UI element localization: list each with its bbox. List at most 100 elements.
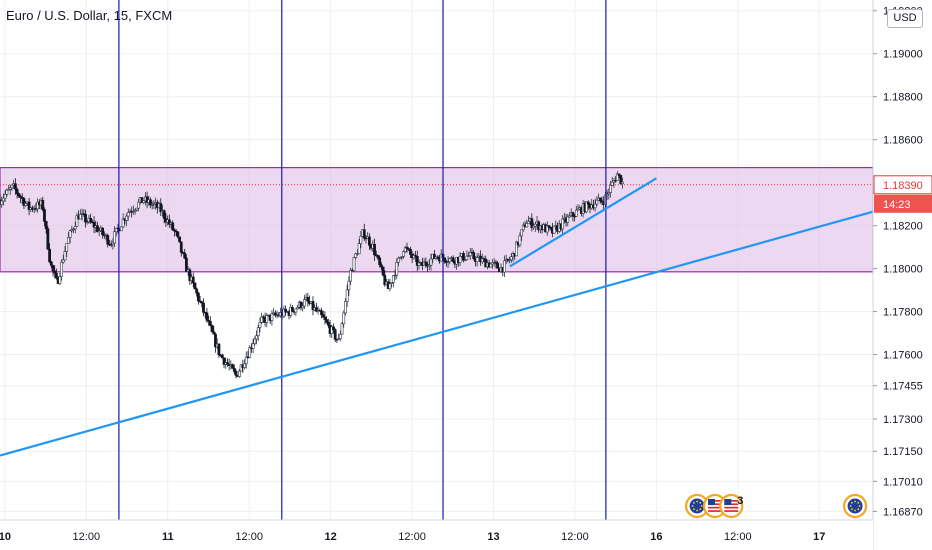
candle <box>391 274 395 288</box>
price-tick-label: 1.18600 <box>883 135 923 147</box>
candle-body <box>337 338 341 340</box>
event-marker-eu-flag[interactable] <box>842 493 868 519</box>
candle-body <box>509 256 513 261</box>
candle-body <box>36 201 40 210</box>
candle <box>480 253 484 265</box>
candle-body <box>432 253 436 259</box>
candle-body <box>405 246 409 249</box>
candle-body <box>390 282 394 284</box>
candle <box>465 250 469 261</box>
candle <box>619 175 623 185</box>
candle-body <box>359 236 363 244</box>
candle <box>323 311 327 325</box>
candle <box>73 221 77 234</box>
candle-body <box>397 257 400 263</box>
candle-body <box>347 280 351 291</box>
event-marker-us-flag[interactable]: 3 <box>719 493 743 519</box>
price-tick-label: 1.16870 <box>883 506 923 518</box>
event-marker-eu-flag[interactable] <box>684 493 710 519</box>
candle-body <box>273 312 277 316</box>
candle-body <box>617 173 621 176</box>
candle <box>403 245 407 254</box>
candle <box>508 256 512 264</box>
candle <box>299 300 303 311</box>
candle-body <box>400 256 404 258</box>
candle <box>162 209 166 224</box>
candle <box>545 221 549 236</box>
candle <box>17 192 21 198</box>
candle <box>61 254 65 264</box>
candle-body <box>320 310 323 316</box>
candle-body <box>53 270 57 274</box>
candle-body <box>120 226 123 232</box>
us-canton <box>708 499 716 505</box>
candle <box>258 317 262 333</box>
candle-body <box>17 193 21 197</box>
candle <box>113 226 116 248</box>
candle-body <box>354 253 358 258</box>
candle <box>46 226 50 251</box>
candle-body <box>61 259 65 263</box>
candle-body <box>299 301 303 309</box>
eu-star <box>857 501 860 504</box>
candle-body <box>5 189 9 195</box>
candle <box>78 209 82 220</box>
candle-body <box>174 230 178 233</box>
candle <box>593 198 597 212</box>
candle-body <box>607 192 611 195</box>
candle-body <box>255 335 258 340</box>
candle-body <box>595 199 599 205</box>
candle-body <box>49 261 53 266</box>
candle-body <box>395 261 399 276</box>
countdown-tag <box>874 194 932 213</box>
candle-body <box>244 356 248 365</box>
candle-body <box>409 249 412 255</box>
candle <box>600 196 604 205</box>
candle-body <box>162 210 166 219</box>
candle-body <box>443 257 447 262</box>
candle <box>378 255 382 268</box>
candle-body <box>321 314 325 318</box>
candle-body <box>352 257 356 271</box>
candle <box>617 173 621 179</box>
candle <box>101 227 105 239</box>
price-tick-label: 1.18200 <box>883 221 923 233</box>
candle <box>191 272 195 288</box>
candle <box>362 223 366 242</box>
candle <box>347 276 351 296</box>
candle-body <box>75 215 79 227</box>
candle-body <box>415 256 419 266</box>
candle <box>414 251 417 262</box>
event-marker-us-flag[interactable] <box>702 493 728 519</box>
candle-body <box>427 264 431 267</box>
candle <box>409 246 412 258</box>
candle <box>196 291 200 305</box>
candle-body <box>330 326 334 334</box>
candle-body <box>173 229 176 232</box>
candle <box>174 228 178 236</box>
candle <box>345 284 349 308</box>
candle <box>214 332 217 353</box>
candle-body <box>152 203 156 205</box>
candle-body <box>525 223 529 228</box>
eu-star <box>699 501 702 504</box>
candle <box>393 269 397 280</box>
currency-button[interactable]: USD <box>887 9 923 28</box>
candle-body <box>303 299 306 307</box>
candle <box>429 253 433 271</box>
candle-body <box>196 292 200 302</box>
eu-star <box>854 500 856 503</box>
candle <box>379 262 383 271</box>
candle-body <box>270 313 274 321</box>
candle <box>261 314 265 323</box>
candle-body <box>373 243 376 256</box>
candle <box>376 254 380 260</box>
candle <box>53 265 57 279</box>
candle-body <box>600 200 604 203</box>
candle-body <box>78 214 82 220</box>
candle <box>232 364 236 374</box>
price-tick-label: 1.19000 <box>883 49 923 61</box>
candle <box>326 318 330 328</box>
candle-body <box>101 227 105 236</box>
